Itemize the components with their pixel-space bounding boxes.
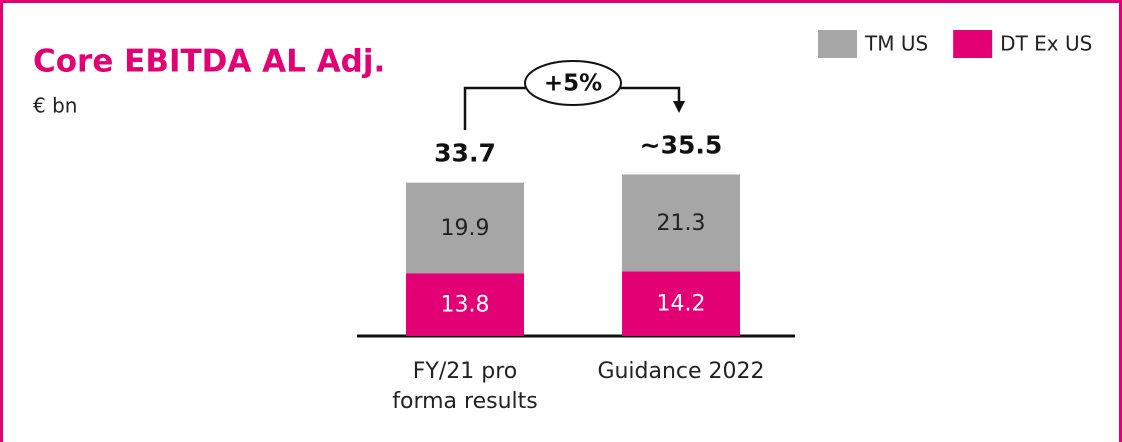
segment-label: 13.8 — [441, 293, 490, 318]
total-label: 33.7 — [434, 139, 496, 168]
bar-segment — [622, 271, 740, 336]
category-label: Guidance 2022 — [597, 359, 765, 384]
annotation: +5% — [544, 71, 602, 97]
chart-subtitle: € bn — [33, 94, 77, 118]
chart: Core EBITDA AL Adj. € bn +5% 13.8 19.9 33.… — [33, 30, 1092, 338]
chart-title: Core EBITDA AL Adj. — [33, 44, 385, 80]
segment-label: 21.3 — [657, 211, 706, 236]
legend-swatch — [818, 30, 857, 58]
legend-swatch — [953, 30, 993, 58]
segment-label: 14.2 — [657, 292, 706, 317]
legend-label: DT Ex US — [1000, 32, 1092, 56]
category-label: FY/21 pro forma results — [392, 359, 538, 414]
legend-label: TM US — [864, 32, 928, 56]
bar-segment — [622, 174, 740, 272]
bar-segment — [406, 182, 524, 274]
bar-segment — [406, 273, 524, 336]
annotation-bubble — [524, 60, 622, 106]
segment-label: 19.9 — [441, 216, 490, 241]
arrow-head — [673, 101, 685, 113]
total-label: ~35.5 — [640, 130, 723, 159]
